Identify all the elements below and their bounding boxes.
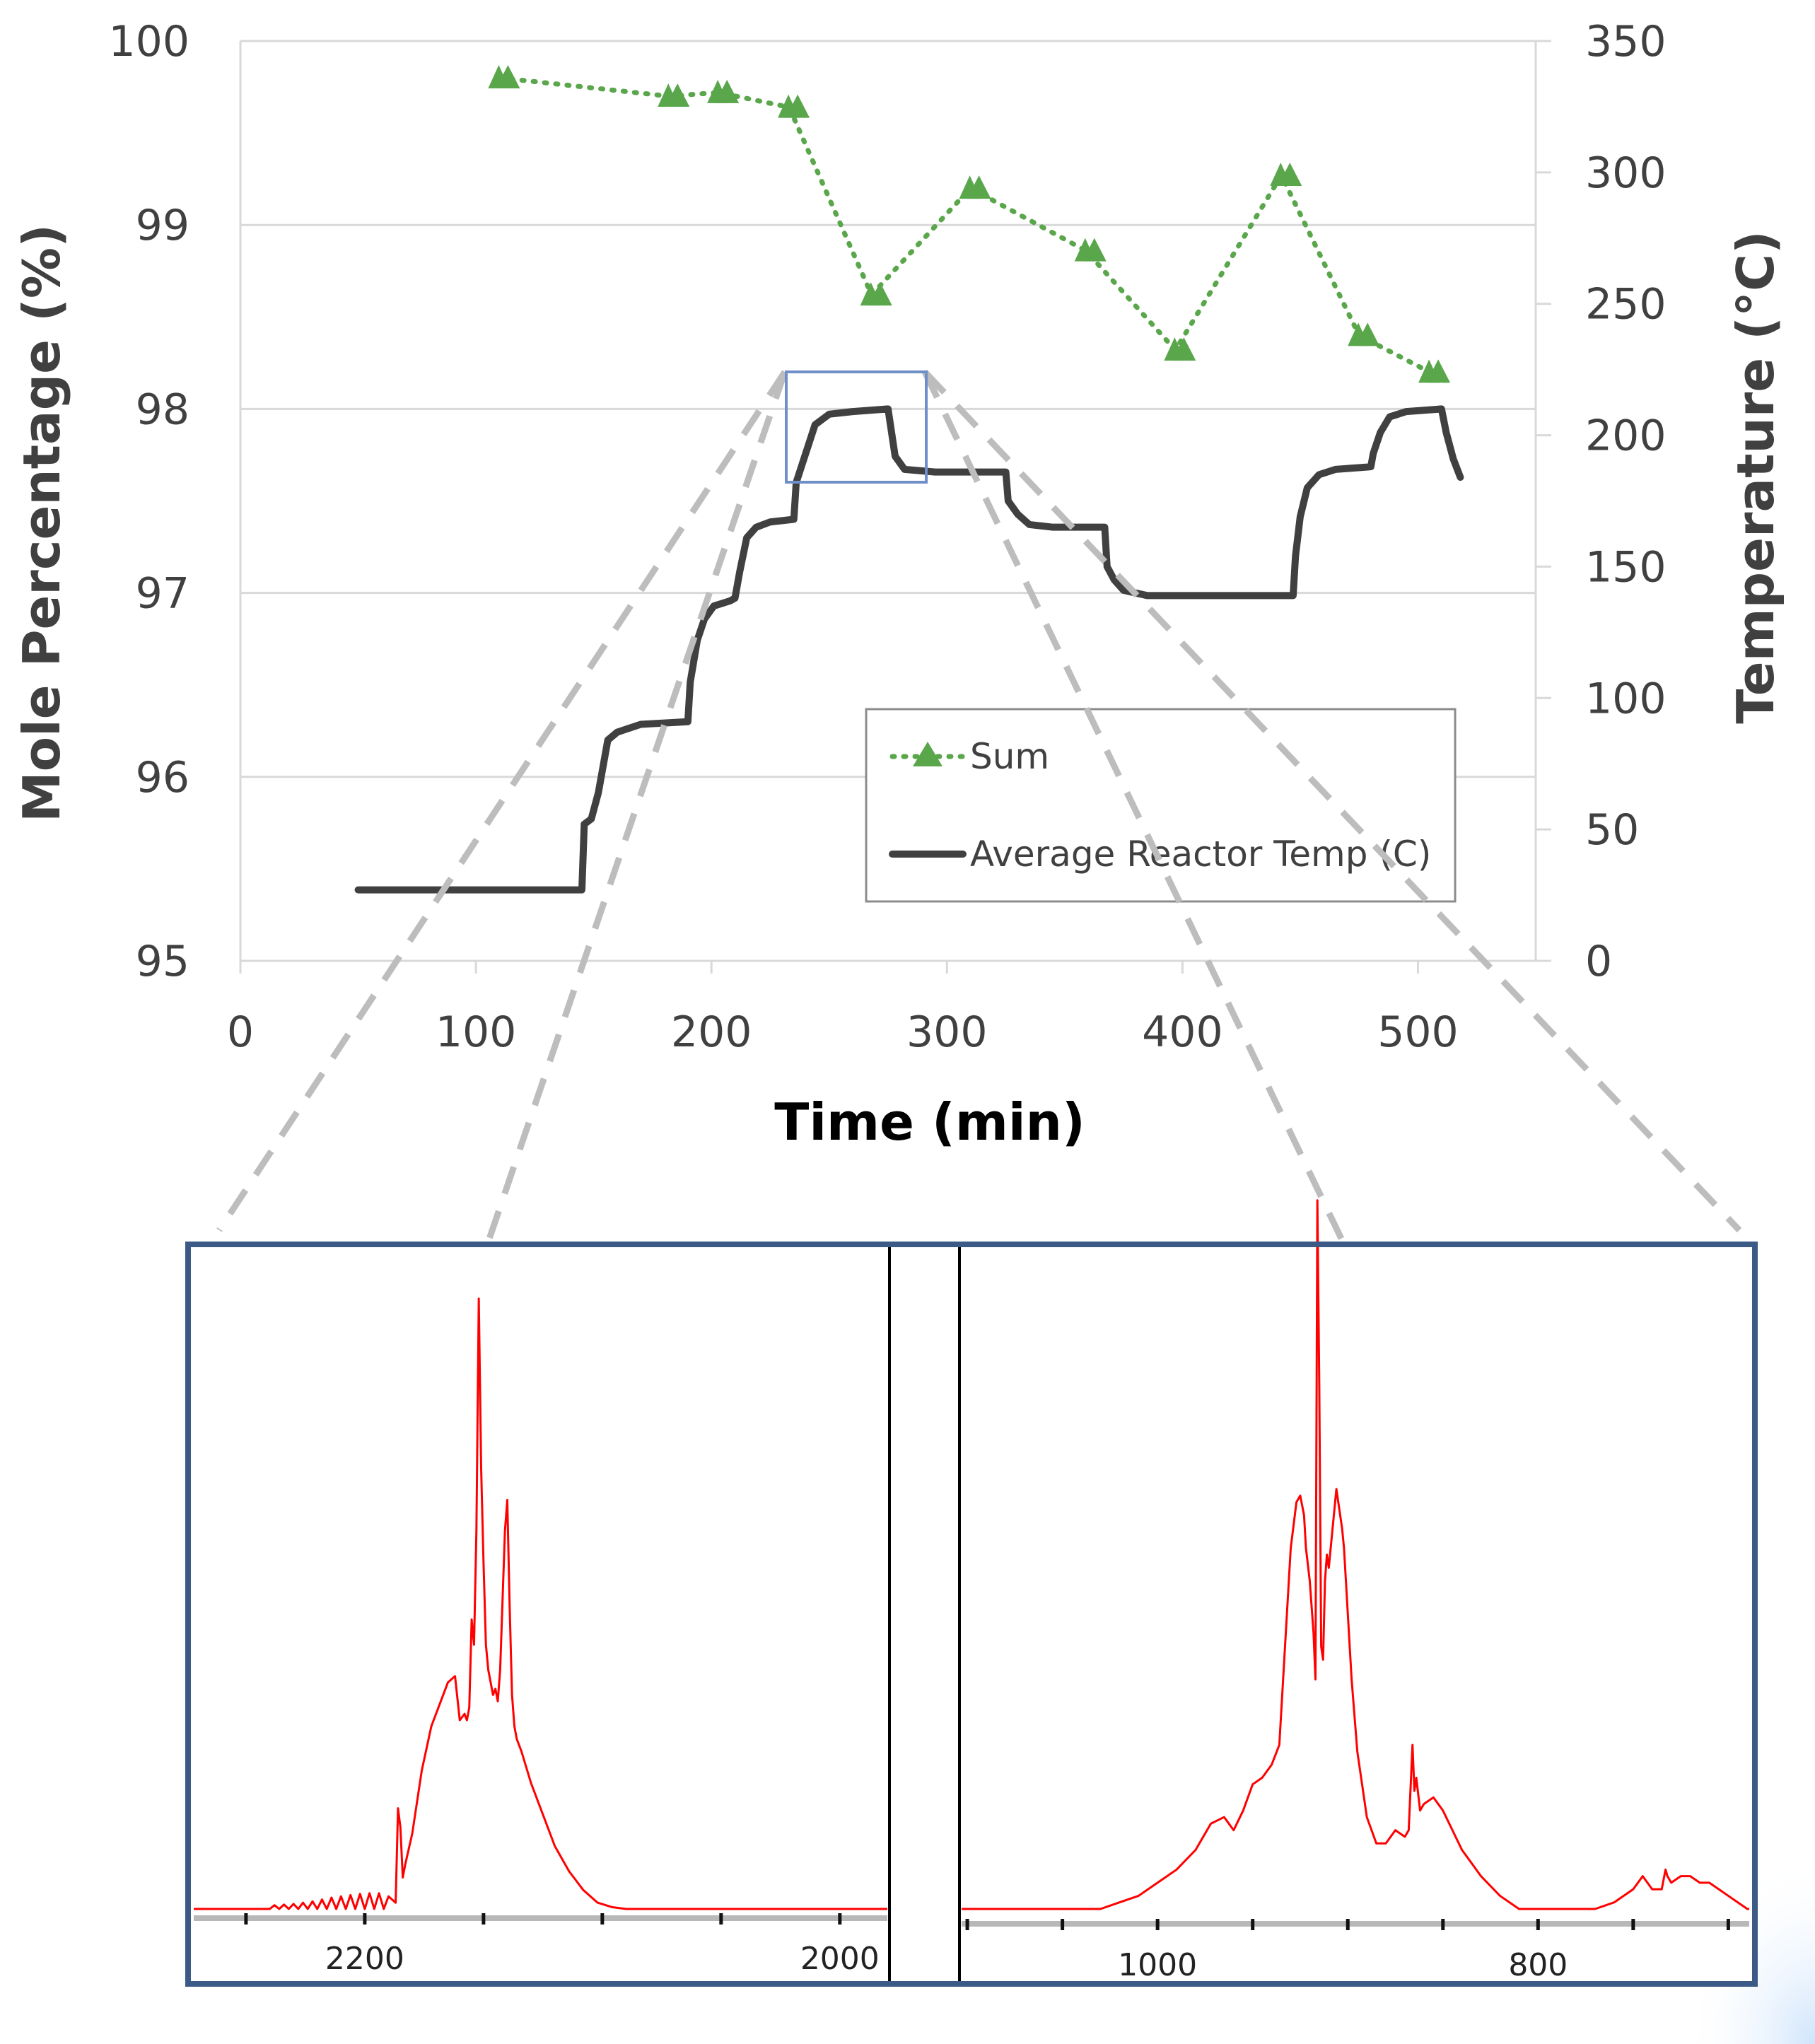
right-y-tick-label: 300 — [1585, 148, 1667, 198]
x-tick-label: 300 — [906, 1008, 988, 1057]
spectrum-left-tick-labels: 2200 2000 — [325, 1941, 880, 1977]
spectrum-tick-label: 800 — [1508, 1947, 1568, 1983]
x-tick-label: 200 — [671, 1008, 752, 1057]
right-y-tick-label: 50 — [1585, 805, 1639, 855]
right-y-tick-label: 350 — [1585, 17, 1667, 66]
right-y-tick-label: 100 — [1585, 674, 1667, 723]
left-y-tick-label: 97 — [136, 569, 189, 619]
x-tick-label: 500 — [1377, 1008, 1459, 1057]
zoom-connector-line — [484, 370, 788, 1244]
left-y-tick-label: 96 — [136, 753, 189, 802]
left-y-tick-label: 100 — [108, 17, 189, 66]
sum-marker — [1426, 359, 1451, 383]
spectra-inset: 2200 2000 1000 800 — [185, 1199, 1758, 1987]
legend-sum-label: Sum — [970, 736, 1049, 777]
sum-marker — [1082, 238, 1107, 262]
right-y-tick-label: 250 — [1585, 280, 1667, 329]
spectrum-tick-label: 2000 — [800, 1941, 880, 1977]
right-y-tick-label: 0 — [1585, 937, 1612, 986]
inset-frame — [185, 1242, 1758, 1987]
main-chart: 95 96 97 98 99 100 0 50 100 150 200 250 300 350 0 100… — [12, 17, 1785, 1152]
spectrum-left-ticks — [244, 1913, 842, 1925]
zoom-connector-line — [922, 369, 1742, 1233]
left-y-tick-labels: 95 96 97 98 99 100 — [108, 17, 189, 986]
x-axis-title: Time (min) — [774, 1092, 1085, 1152]
left-y-tick-label: 99 — [136, 201, 189, 250]
spectrum-tick-label: 2200 — [325, 1941, 404, 1977]
temp-series-line — [354, 405, 1464, 894]
sum-marker — [1278, 162, 1302, 186]
zoom-connector-line — [216, 370, 788, 1232]
spectrum-right-ticks — [965, 1919, 1730, 1930]
sum-marker — [967, 175, 991, 199]
spectrum-right-tick-labels: 1000 800 — [1118, 1947, 1568, 1983]
legend-temp-label: Average Reactor Temp (C) — [970, 834, 1431, 875]
right-y-tick-labels: 0 50 100 150 200 250 300 350 — [1585, 17, 1667, 986]
sum-marker — [786, 94, 810, 118]
sum-marker — [868, 282, 892, 306]
zoom-connectors — [216, 369, 1742, 1244]
sum-marker — [715, 79, 740, 103]
right-y-axis-title: Temperature (°C) — [1726, 230, 1785, 724]
right-y-tick-label: 200 — [1585, 411, 1667, 461]
main-axes — [239, 40, 1551, 974]
spectrum-panel-right: 1000 800 — [962, 1199, 1749, 1983]
spectrum-tick-label: 1000 — [1118, 1947, 1197, 1983]
sum-marker — [1172, 337, 1196, 361]
x-tick-label: 0 — [227, 1008, 254, 1057]
spectrum-gap — [889, 1247, 959, 1982]
x-tick-label: 400 — [1142, 1008, 1223, 1057]
left-y-tick-label: 95 — [136, 937, 189, 986]
x-tick-label: 100 — [436, 1008, 517, 1057]
inset-background — [188, 1244, 1755, 1984]
spectrum-left-line — [194, 1297, 887, 1910]
sum-marker — [1355, 322, 1380, 346]
x-tick-labels: 0 100 200 300 400 500 — [227, 1008, 1459, 1057]
right-y-tick-label: 150 — [1585, 542, 1667, 592]
spectrum-right-line — [962, 1199, 1749, 1910]
left-y-axis-title: Mole Percentage (%) — [12, 224, 71, 822]
sum-marker — [665, 83, 690, 107]
legend-box — [865, 708, 1457, 903]
sum-marker — [496, 65, 520, 89]
left-y-tick-label: 98 — [136, 385, 189, 434]
legend-sum-marker — [913, 742, 942, 766]
legend: Sum Average Reactor Temp (C) — [865, 708, 1457, 903]
sum-markers — [488, 65, 1451, 383]
spectrum-panel-left: 2200 2000 — [194, 1297, 887, 1977]
zoom-highlight-box — [785, 370, 928, 484]
zoom-connector-line — [921, 370, 1347, 1244]
